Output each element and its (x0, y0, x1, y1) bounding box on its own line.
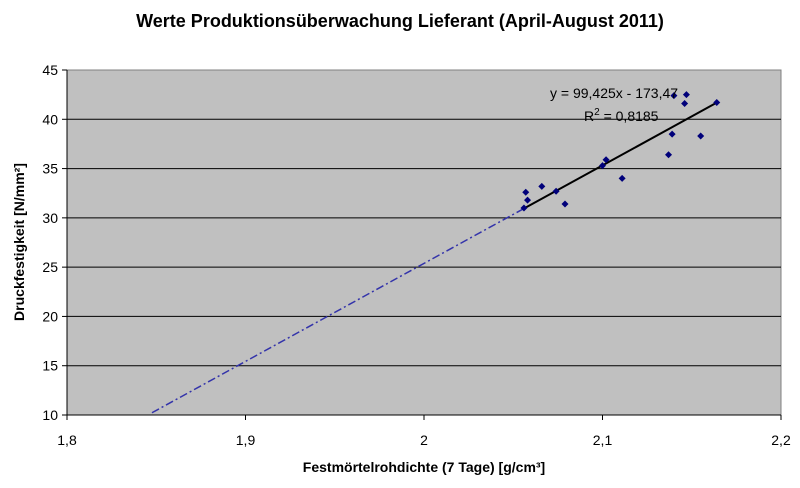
data-point (520, 204, 528, 212)
y-tick-label: 35 (42, 161, 58, 177)
data-point (681, 100, 689, 108)
data-point (599, 162, 606, 170)
x-tick-label: 2,1 (593, 432, 613, 448)
y-tick-label: 45 (42, 62, 58, 78)
data-point (552, 187, 560, 195)
y-tick-label: 15 (42, 358, 58, 374)
x-axis-ticks: 1,8 1,9 2 2,1 2,2 (57, 415, 791, 448)
r-squared-label: R2 = 0,8185 (584, 107, 659, 124)
x-tick-label: 2 (420, 432, 428, 448)
y-tick-label: 25 (42, 259, 58, 275)
x-tick-label: 2,2 (771, 432, 791, 448)
y-tick-label: 20 (42, 308, 58, 324)
data-point (522, 188, 530, 196)
data-point (602, 156, 610, 164)
data-point (561, 200, 569, 208)
x-tick-label: 1,9 (236, 432, 256, 448)
plot-area (66, 69, 782, 416)
y-axis-label: Druckfestigkeit [N/mm²] (11, 163, 27, 321)
gridlines (67, 118, 781, 367)
data-point (668, 130, 676, 138)
data-point (670, 92, 678, 100)
data-point (665, 151, 673, 159)
data-points (520, 91, 721, 212)
data-point (618, 174, 626, 182)
x-tick-label: 1,8 (57, 432, 77, 448)
y-tick-label: 40 (42, 111, 58, 127)
data-point (524, 196, 532, 204)
trendline-extrapolation (151, 207, 525, 414)
y-tick-label: 10 (42, 407, 58, 423)
data-point (538, 182, 546, 190)
trendline-equation: y = 99,425x - 173,47 (550, 85, 678, 101)
y-axis-ticks: 10 15 20 25 30 35 40 45 (42, 62, 67, 423)
data-point (682, 91, 690, 99)
data-point (697, 132, 705, 140)
data-point (713, 99, 721, 107)
x-axis-label: Festmörtelrohdichte (7 Tage) [g/cm³] (303, 459, 545, 475)
chart-title: Werte Produktionsüberwachung Lieferant (… (136, 11, 664, 31)
y-tick-label: 30 (42, 210, 58, 226)
